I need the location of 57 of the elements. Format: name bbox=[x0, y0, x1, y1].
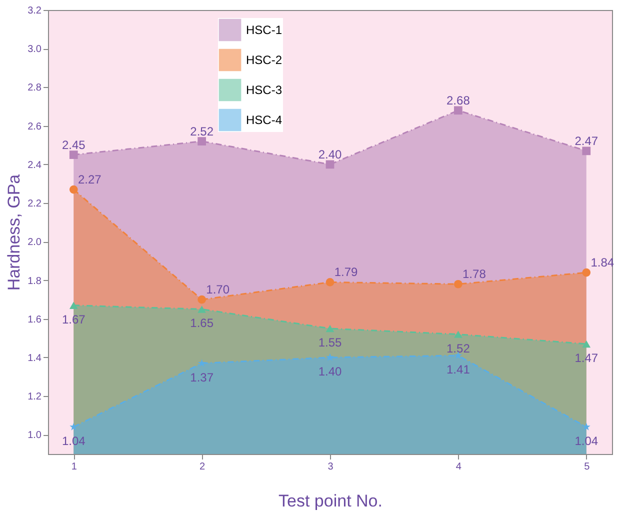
data-label: 2.45 bbox=[62, 138, 86, 152]
y-tick-label: 2.2 bbox=[28, 198, 42, 210]
data-label: 1.40 bbox=[318, 364, 342, 378]
data-label: 1.65 bbox=[190, 316, 214, 330]
y-axis-title: Hardness, GPa bbox=[4, 174, 24, 291]
data-label: 2.40 bbox=[318, 147, 342, 162]
y-tick-label: 1.0 bbox=[28, 430, 42, 442]
point bbox=[198, 306, 206, 313]
data-label: 1.52 bbox=[446, 341, 470, 356]
y-tick-label: 3.0 bbox=[28, 44, 42, 56]
point bbox=[69, 150, 78, 159]
legend-label: HSC-3 bbox=[246, 83, 282, 97]
y-tick-label: 1.4 bbox=[28, 352, 42, 364]
y-tick-label: 1.8 bbox=[28, 276, 42, 287]
y-tick-label: 2.0 bbox=[28, 237, 42, 248]
point bbox=[454, 280, 462, 288]
point bbox=[69, 185, 78, 194]
legend-label: HSC-1 bbox=[246, 23, 282, 37]
point bbox=[582, 422, 590, 430]
x-tick-label: 1 bbox=[71, 462, 78, 472]
legend-label: HSC-2 bbox=[246, 53, 282, 67]
point bbox=[326, 353, 334, 361]
point bbox=[70, 422, 78, 430]
point bbox=[198, 359, 206, 367]
data-label: 1.37 bbox=[190, 370, 214, 384]
data-label: 2.47 bbox=[574, 134, 598, 148]
point bbox=[69, 302, 78, 309]
x-axis-title: Test point No. bbox=[278, 492, 382, 510]
y-tick-label: 3.2 bbox=[28, 6, 42, 16]
y-tick-label: 2.4 bbox=[28, 160, 42, 171]
point bbox=[198, 137, 206, 146]
data-label: 1.78 bbox=[462, 267, 486, 282]
data-label: 1.47 bbox=[574, 350, 598, 365]
data-label: 2.52 bbox=[190, 124, 214, 138]
data-label: 2.68 bbox=[446, 93, 470, 108]
y-tick-label: 2.6 bbox=[28, 121, 42, 132]
data-label: 2.27 bbox=[78, 172, 102, 187]
point bbox=[582, 340, 591, 348]
x-tick-label: 4 bbox=[456, 462, 462, 472]
y-tick-label: 2.8 bbox=[28, 82, 42, 94]
point bbox=[454, 330, 462, 338]
data-label: 1.70 bbox=[206, 282, 230, 297]
data-label: 1.55 bbox=[318, 336, 342, 350]
point bbox=[582, 146, 591, 156]
data-label: 1.79 bbox=[334, 265, 358, 280]
x-tick-label: 2 bbox=[200, 462, 206, 472]
x-tick-label: 5 bbox=[584, 462, 590, 472]
point bbox=[326, 324, 334, 332]
point bbox=[454, 106, 462, 115]
point bbox=[198, 295, 206, 304]
legend-label: HSC-4 bbox=[246, 113, 282, 127]
data-label: 1.41 bbox=[446, 362, 470, 377]
y-tick-label: 1.2 bbox=[28, 392, 42, 403]
y-tick-label: 1.6 bbox=[28, 314, 42, 326]
point bbox=[582, 268, 591, 277]
point bbox=[326, 160, 334, 169]
x-tick-label: 3 bbox=[328, 462, 334, 472]
